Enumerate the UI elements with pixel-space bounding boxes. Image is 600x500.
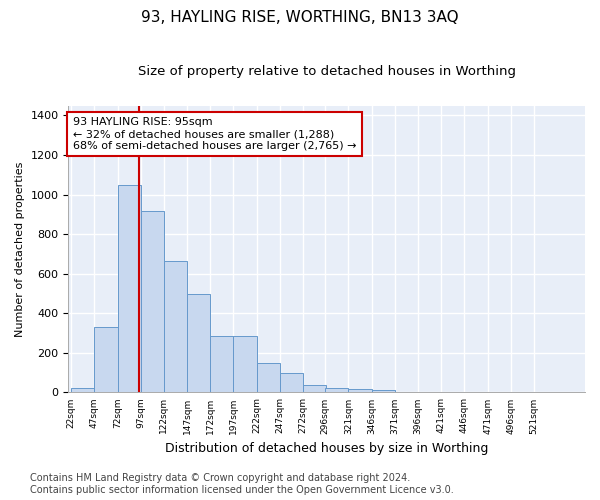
Bar [325, 388, 349, 392]
Bar [349, 390, 371, 392]
Bar [257, 363, 280, 392]
Bar [280, 372, 303, 392]
Text: Contains HM Land Registry data © Crown copyright and database right 2024.
Contai: Contains HM Land Registry data © Crown c… [30, 474, 454, 495]
Bar [94, 327, 118, 392]
Bar [187, 294, 211, 392]
Bar [71, 388, 94, 392]
Bar [233, 336, 257, 392]
Text: 93 HAYLING RISE: 95sqm
← 32% of detached houses are smaller (1,288)
68% of semi-: 93 HAYLING RISE: 95sqm ← 32% of detached… [73, 118, 356, 150]
Title: Size of property relative to detached houses in Worthing: Size of property relative to detached ho… [138, 65, 516, 78]
Y-axis label: Number of detached properties: Number of detached properties [15, 162, 25, 336]
X-axis label: Distribution of detached houses by size in Worthing: Distribution of detached houses by size … [165, 442, 488, 455]
Bar [303, 384, 326, 392]
Bar [141, 212, 164, 392]
Bar [118, 184, 141, 392]
Bar [371, 390, 395, 392]
Bar [164, 261, 187, 392]
Bar [211, 336, 233, 392]
Text: 93, HAYLING RISE, WORTHING, BN13 3AQ: 93, HAYLING RISE, WORTHING, BN13 3AQ [141, 10, 459, 25]
